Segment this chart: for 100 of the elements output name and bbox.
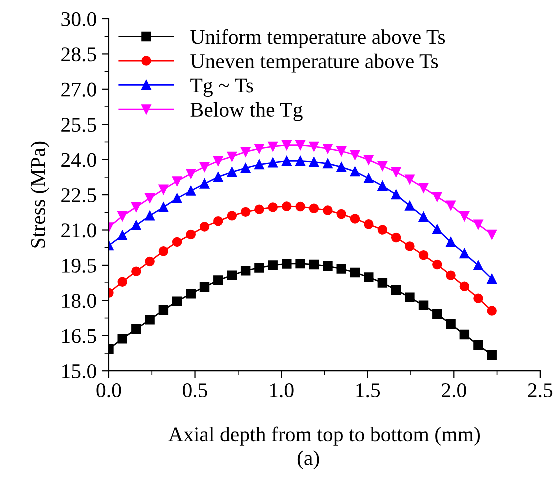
y-tick-label: 21.0 xyxy=(62,224,96,238)
point xyxy=(391,167,402,178)
point xyxy=(432,260,442,270)
point xyxy=(282,202,292,212)
point xyxy=(446,270,456,280)
point xyxy=(364,174,374,184)
point xyxy=(282,156,292,166)
point xyxy=(418,250,429,260)
point xyxy=(132,202,142,212)
point xyxy=(118,334,128,344)
point xyxy=(118,277,128,287)
point xyxy=(378,181,388,191)
x-tick-label: 0.5 xyxy=(183,384,208,398)
point xyxy=(268,142,278,152)
point xyxy=(309,260,320,270)
point xyxy=(145,315,155,325)
x-axis-title: Axial depth from top to bottom (mm) xyxy=(168,426,480,446)
point xyxy=(200,282,210,292)
point xyxy=(378,278,388,288)
point xyxy=(460,330,470,340)
y-tick-label: 19.5 xyxy=(62,258,96,273)
point xyxy=(323,158,333,169)
point xyxy=(405,174,415,184)
y-axis-title: Stress (MPa) xyxy=(30,142,50,248)
point xyxy=(200,162,210,172)
point xyxy=(186,169,196,179)
point xyxy=(214,216,224,226)
point xyxy=(391,232,402,243)
x-tick-label: 2.0 xyxy=(442,384,466,398)
x-tick-label: 2.5 xyxy=(528,384,553,398)
point xyxy=(487,230,497,240)
point xyxy=(474,294,484,304)
point xyxy=(254,263,264,273)
point xyxy=(405,292,415,302)
y-tick-label: 30.0 xyxy=(62,12,96,27)
legend-label: Uneven temperature above Ts xyxy=(190,54,438,73)
point xyxy=(240,207,251,218)
point xyxy=(418,183,429,193)
point xyxy=(432,192,442,202)
point xyxy=(158,305,169,316)
point xyxy=(227,167,238,178)
point xyxy=(282,140,292,150)
point xyxy=(487,306,497,316)
point xyxy=(418,300,429,310)
point xyxy=(227,152,238,162)
point xyxy=(460,212,470,222)
point xyxy=(172,237,182,248)
point xyxy=(309,157,320,168)
point xyxy=(186,289,196,299)
point xyxy=(418,212,429,222)
point xyxy=(405,201,415,211)
point xyxy=(432,309,442,320)
point xyxy=(186,230,196,240)
y-tick-label: 28.5 xyxy=(62,48,96,62)
point xyxy=(145,211,155,221)
point xyxy=(186,186,196,196)
point xyxy=(474,220,484,230)
point xyxy=(474,340,484,350)
point xyxy=(364,272,374,282)
point xyxy=(268,202,278,212)
point xyxy=(391,190,402,200)
point xyxy=(309,142,320,152)
point xyxy=(296,258,306,269)
point xyxy=(296,140,306,150)
point xyxy=(132,220,142,230)
point xyxy=(145,256,155,267)
x-tick-label: 1.0 xyxy=(270,384,294,398)
point xyxy=(350,214,360,224)
text: (a) xyxy=(298,450,320,470)
point xyxy=(282,259,292,269)
point xyxy=(336,264,346,274)
y-tick-label: 27.0 xyxy=(62,82,96,97)
legend-label: Uniform temperature above Ts xyxy=(190,29,446,49)
point xyxy=(309,204,320,214)
point xyxy=(487,350,497,360)
point xyxy=(118,230,128,241)
point xyxy=(254,160,264,170)
point xyxy=(254,204,264,214)
legend-label: Tg ~ Ts xyxy=(190,78,254,98)
point xyxy=(132,266,142,276)
point xyxy=(460,248,470,259)
point xyxy=(350,150,360,160)
point xyxy=(350,268,360,278)
y-tick-label: 24.0 xyxy=(62,153,96,168)
point xyxy=(350,166,360,177)
point xyxy=(200,222,210,232)
point xyxy=(364,155,374,165)
point xyxy=(378,161,388,172)
point xyxy=(487,274,497,284)
point xyxy=(323,206,333,216)
x-tick-label: 0.0 xyxy=(96,384,122,398)
point xyxy=(446,320,456,330)
legend-label: Below the Tg xyxy=(190,102,303,122)
point xyxy=(132,324,142,334)
point xyxy=(268,158,278,168)
point xyxy=(158,246,169,256)
point xyxy=(214,172,224,182)
point xyxy=(227,211,238,221)
point xyxy=(240,147,251,157)
point xyxy=(336,209,346,220)
